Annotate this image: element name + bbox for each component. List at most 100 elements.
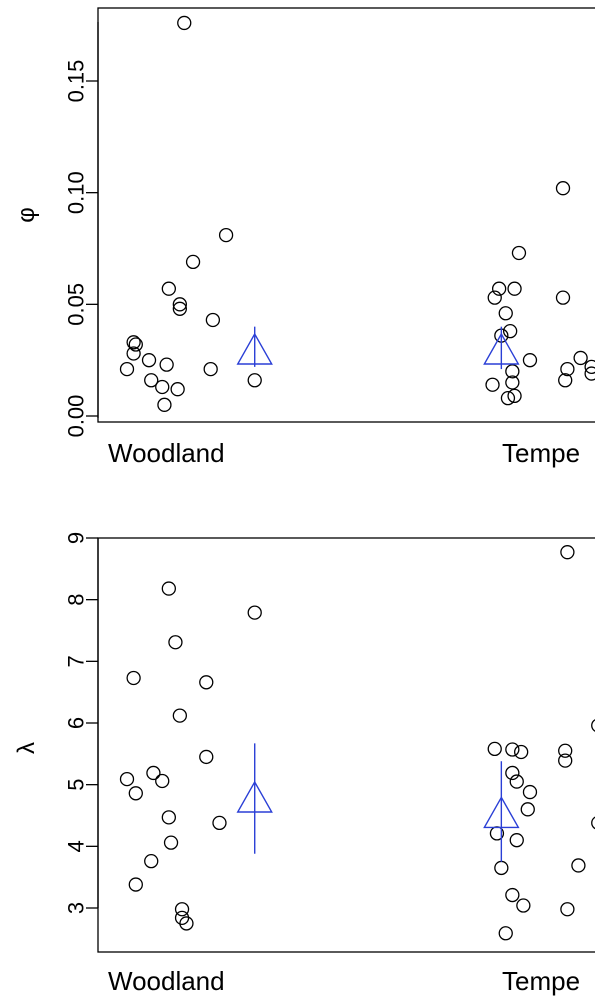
phi-point-woodland bbox=[119, 361, 135, 377]
lambda-point-tempe bbox=[509, 833, 524, 848]
phi-point-woodland bbox=[128, 337, 143, 352]
phi-point-woodland bbox=[161, 281, 176, 296]
phi-point-tempe bbox=[560, 361, 575, 377]
lambda-point-woodland bbox=[126, 670, 141, 686]
phi-point-tempe bbox=[558, 373, 573, 388]
lambda-point-tempe bbox=[487, 741, 502, 757]
lambda-point-woodland bbox=[128, 786, 143, 801]
lambda-mean-triangle-tempe bbox=[483, 795, 520, 829]
lambda-y-tick-label: 6 bbox=[64, 717, 89, 729]
phi-point-tempe bbox=[505, 364, 520, 379]
lambda-y-tick-label: 4 bbox=[64, 840, 89, 852]
lambda-point-tempe bbox=[560, 902, 575, 917]
lambda-point-woodland bbox=[161, 581, 176, 596]
phi-mean-triangle-woodland bbox=[236, 332, 273, 365]
lambda-point-woodland bbox=[119, 771, 135, 787]
phi-point-woodland bbox=[203, 361, 218, 377]
lambda-point-tempe bbox=[520, 802, 535, 817]
lambda-y-axis-label: λ bbox=[13, 742, 40, 754]
phi-point-tempe bbox=[507, 281, 522, 296]
lambda-point-woodland bbox=[247, 605, 262, 620]
lambda-point-woodland bbox=[174, 902, 190, 917]
phi-y-tick-label: 0.05 bbox=[64, 283, 89, 326]
phi-point-tempe bbox=[487, 290, 502, 305]
phi-point-woodland bbox=[144, 373, 159, 388]
lambda-panel: 3 4 5 6 7 8 9 λ Woodland Tempe bbox=[13, 532, 595, 996]
lambda-point-tempe bbox=[522, 784, 538, 800]
phi-point-tempe bbox=[584, 366, 595, 381]
lambda-mean-triangle-woodland bbox=[236, 780, 273, 813]
phi-plot-frame bbox=[97, 7, 595, 423]
lambda-point-tempe bbox=[505, 887, 520, 903]
phi-point-tempe bbox=[511, 245, 527, 261]
phi-point-tempe bbox=[500, 390, 516, 406]
phi-summaries bbox=[236, 326, 520, 370]
phi-point-tempe bbox=[498, 306, 513, 321]
phi-point-tempe bbox=[555, 290, 571, 305]
lambda-point-woodland bbox=[163, 835, 179, 850]
phi-y-tick-label: 0.15 bbox=[64, 60, 89, 103]
lambda-point-woodland bbox=[146, 765, 161, 781]
phi-point-woodland bbox=[157, 397, 172, 412]
phi-y-axis-label: φ bbox=[13, 207, 40, 223]
phi-point-woodland bbox=[126, 346, 141, 361]
phi-point-woodland bbox=[218, 227, 234, 243]
lambda-point-tempe bbox=[560, 545, 575, 560]
phi-x-label-woodland: Woodland bbox=[108, 438, 225, 468]
phi-point-tempe bbox=[522, 353, 538, 368]
lambda-point-woodland bbox=[199, 675, 214, 690]
phi-point-tempe bbox=[505, 375, 520, 390]
phi-y-tick-label: 0.00 bbox=[64, 395, 89, 438]
phi-point-woodland bbox=[155, 379, 170, 395]
phi-point-woodland bbox=[172, 301, 187, 316]
phi-panel: 0.00 0.05 0.10 0.15 φ Woodland Tempe bbox=[13, 7, 595, 468]
lambda-point-woodland bbox=[155, 773, 170, 789]
phi-point-woodland bbox=[177, 15, 192, 31]
phi-point-tempe bbox=[491, 281, 507, 296]
phi-point-woodland bbox=[126, 335, 141, 350]
phi-points bbox=[119, 15, 595, 412]
phi-point-tempe bbox=[573, 350, 588, 366]
phi-point-woodland bbox=[159, 357, 174, 372]
phi-point-tempe bbox=[503, 323, 518, 339]
phi-point-woodland bbox=[141, 353, 157, 368]
lambda-point-woodland bbox=[212, 815, 227, 831]
lambda-point-tempe bbox=[558, 753, 573, 768]
lambda-summaries bbox=[236, 743, 520, 862]
lambda-y-tick-label: 8 bbox=[64, 594, 89, 606]
phi-mean-triangle-tempe bbox=[483, 332, 520, 365]
lambda-point-woodland bbox=[199, 749, 214, 765]
lambda-point-woodland bbox=[161, 810, 176, 825]
lambda-point-tempe bbox=[514, 744, 529, 760]
lambda-x-label-tempe: Tempe bbox=[502, 966, 580, 996]
phi-y-ticks: 0.00 0.05 0.10 0.15 bbox=[64, 60, 98, 438]
lambda-point-woodland bbox=[172, 708, 187, 723]
phi-x-label-tempe: Tempe bbox=[502, 438, 580, 468]
lambda-point-tempe bbox=[591, 719, 595, 732]
phi-y-tick-label: 0.10 bbox=[64, 171, 89, 214]
lambda-point-woodland bbox=[144, 853, 159, 869]
lambda-point-tempe bbox=[558, 743, 573, 758]
lambda-point-tempe bbox=[509, 774, 524, 789]
lambda-x-label-woodland: Woodland bbox=[108, 966, 225, 996]
phi-point-woodland bbox=[205, 312, 221, 328]
lambda-y-tick-label: 9 bbox=[64, 532, 89, 544]
phi-point-woodland bbox=[170, 382, 185, 397]
phi-point-tempe bbox=[555, 181, 571, 196]
lambda-point-tempe bbox=[516, 898, 531, 913]
phi-point-tempe bbox=[584, 359, 595, 375]
phi-point-woodland bbox=[185, 254, 201, 270]
lambda-point-woodland bbox=[168, 635, 183, 650]
lambda-point-tempe bbox=[505, 765, 520, 781]
lambda-point-tempe bbox=[498, 926, 513, 941]
lambda-y-tick-label: 7 bbox=[64, 655, 89, 667]
lambda-y-tick-label: 3 bbox=[64, 902, 89, 914]
lambda-points bbox=[119, 545, 595, 941]
phi-point-woodland bbox=[172, 297, 187, 312]
lambda-point-tempe bbox=[571, 858, 586, 873]
lambda-y-ticks: 3 4 5 6 7 8 9 bbox=[64, 532, 98, 914]
phi-point-tempe bbox=[507, 388, 522, 404]
lambda-point-tempe bbox=[591, 816, 595, 830]
lambda-point-woodland bbox=[128, 877, 143, 892]
